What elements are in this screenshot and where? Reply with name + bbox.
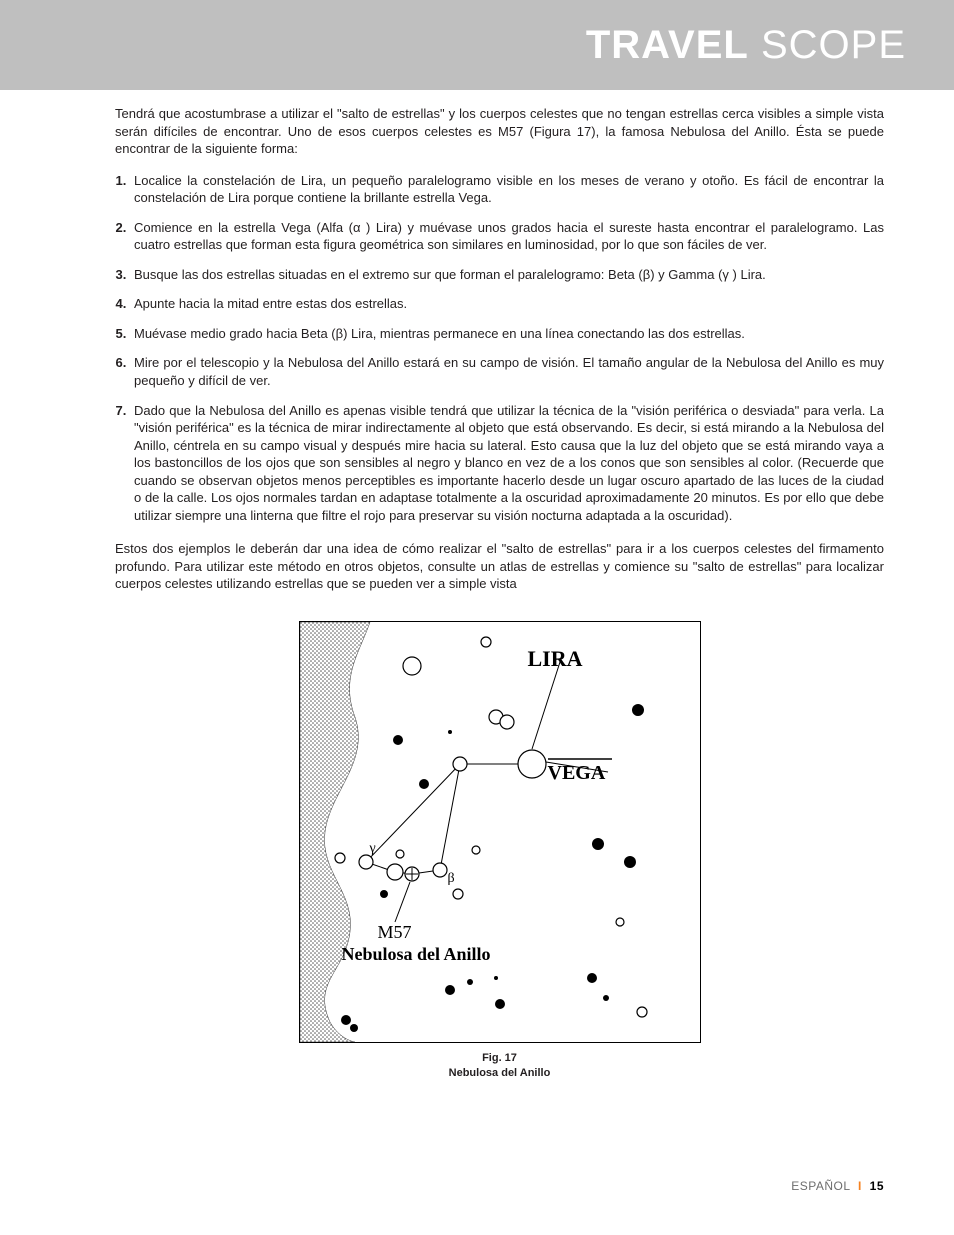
steps-list: Localice la constelación de Lira, un peq…: [115, 172, 884, 525]
step-item: Mire por el telescopio y la Nebulosa del…: [130, 354, 884, 389]
footer-page-number: 15: [870, 1179, 884, 1193]
chart-label: M57: [378, 920, 412, 944]
page: TRAVEL SCOPE Tendrá que acostumbrase a u…: [0, 0, 954, 1235]
caption-line2: Nebulosa del Anillo: [449, 1067, 551, 1079]
footer-separator: I: [858, 1179, 862, 1193]
step-item: Apunte hacia la mitad entre estas dos es…: [130, 295, 884, 313]
figure-wrap: LIRAVEGAM57Nebulosa del Anilloγβ Fig. 17…: [299, 621, 701, 1081]
chart-label: LIRA: [528, 644, 583, 674]
brand-thin: SCOPE: [749, 23, 906, 67]
brand-title: TRAVEL SCOPE: [586, 23, 906, 68]
header-band: TRAVEL SCOPE: [0, 0, 954, 90]
caption-line1: Fig. 17: [482, 1052, 517, 1064]
step-item: Comience en la estrella Vega (Alfa (α ) …: [130, 219, 884, 254]
step-item: Muévase medio grado hacia Beta (β) Lira,…: [130, 325, 884, 343]
chart-label: Nebulosa del Anillo: [342, 942, 491, 966]
chart-label: γ: [370, 840, 376, 859]
step-item: Dado que la Nebulosa del Anillo es apena…: [130, 402, 884, 525]
page-footer: ESPAÑOL I 15: [791, 1179, 884, 1193]
chart-label: VEGA: [548, 760, 606, 787]
outro-paragraph: Estos dos ejemplos le deberán dar una id…: [115, 540, 884, 593]
star-chart: LIRA VEGA M57Nebulosa del Anillo γ β: [299, 621, 701, 1043]
brand-bold: TRAVEL: [586, 23, 749, 67]
figure-caption: Fig. 17 Nebulosa del Anillo: [299, 1051, 701, 1081]
intro-paragraph: Tendrá que acostumbrase a utilizar el "s…: [115, 105, 884, 158]
chart-label: β: [448, 870, 455, 889]
footer-language: ESPAÑOL: [791, 1179, 850, 1193]
chart-svg: [300, 622, 700, 1042]
step-item: Busque las dos estrellas situadas en el …: [130, 266, 884, 284]
step-item: Localice la constelación de Lira, un peq…: [130, 172, 884, 207]
body-content: Tendrá que acostumbrase a utilizar el "s…: [115, 105, 884, 1081]
